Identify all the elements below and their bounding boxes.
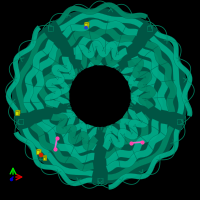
Polygon shape — [86, 59, 119, 74]
Circle shape — [70, 66, 130, 126]
Polygon shape — [59, 12, 143, 32]
Polygon shape — [102, 111, 149, 150]
Polygon shape — [127, 58, 156, 109]
Polygon shape — [145, 40, 177, 112]
Polygon shape — [75, 40, 128, 61]
Bar — [15, 111, 19, 115]
Polygon shape — [81, 49, 124, 69]
Polygon shape — [104, 108, 139, 143]
Bar — [177, 119, 182, 124]
Polygon shape — [138, 48, 169, 111]
Polygon shape — [51, 114, 98, 150]
Polygon shape — [6, 25, 41, 115]
Polygon shape — [67, 26, 136, 47]
Polygon shape — [36, 121, 95, 163]
Polygon shape — [105, 114, 150, 159]
Polygon shape — [19, 110, 20, 115]
Polygon shape — [108, 128, 180, 190]
Polygon shape — [46, 156, 47, 160]
Bar — [177, 119, 182, 124]
Polygon shape — [73, 33, 133, 55]
Polygon shape — [57, 112, 97, 141]
Polygon shape — [37, 48, 62, 108]
Polygon shape — [30, 123, 94, 171]
Bar — [97, 178, 102, 182]
Polygon shape — [116, 74, 137, 105]
Polygon shape — [53, 61, 76, 105]
Bar — [147, 26, 152, 31]
Bar — [98, 178, 102, 182]
Polygon shape — [88, 22, 89, 27]
Polygon shape — [66, 109, 99, 130]
Bar — [36, 150, 40, 154]
Polygon shape — [30, 43, 59, 110]
Polygon shape — [36, 149, 41, 150]
Polygon shape — [23, 39, 54, 113]
Bar — [18, 119, 23, 124]
Polygon shape — [62, 19, 138, 38]
Polygon shape — [12, 8, 188, 184]
Polygon shape — [106, 123, 168, 172]
Bar — [147, 26, 152, 31]
Bar — [42, 156, 46, 160]
Polygon shape — [131, 56, 163, 111]
Polygon shape — [15, 110, 20, 111]
Bar — [48, 26, 53, 31]
Polygon shape — [84, 22, 89, 23]
Polygon shape — [102, 105, 128, 133]
Bar — [48, 26, 53, 31]
Polygon shape — [16, 32, 48, 113]
Polygon shape — [22, 128, 93, 177]
Polygon shape — [63, 68, 78, 103]
Polygon shape — [14, 131, 92, 186]
Polygon shape — [40, 149, 41, 154]
Polygon shape — [149, 35, 184, 115]
Bar — [18, 119, 23, 124]
Bar — [84, 23, 88, 27]
Polygon shape — [42, 119, 97, 154]
Polygon shape — [154, 31, 192, 117]
Polygon shape — [120, 66, 146, 106]
Polygon shape — [56, 2, 148, 25]
Circle shape — [39, 153, 43, 157]
Polygon shape — [106, 119, 159, 166]
Circle shape — [85, 26, 87, 29]
Polygon shape — [44, 56, 72, 108]
Polygon shape — [108, 125, 174, 180]
